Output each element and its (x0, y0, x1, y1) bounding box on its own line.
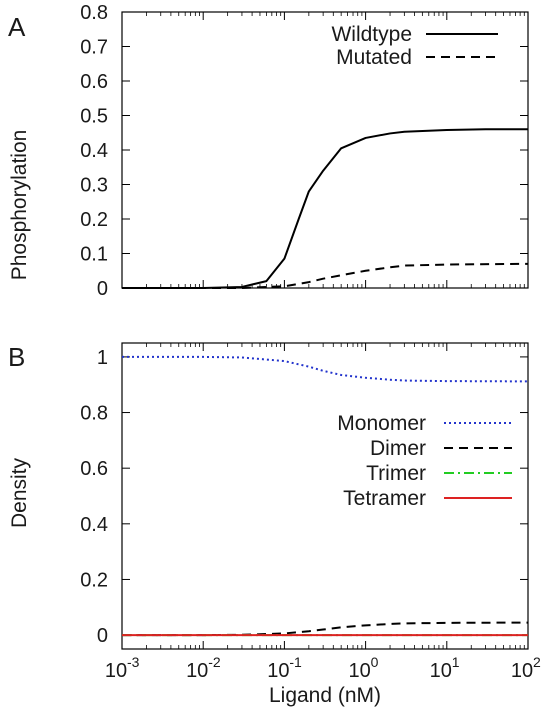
x-tick-exponent: 0 (371, 654, 379, 670)
y-tick-label: 0 (97, 625, 108, 647)
y-tick-label: 1 (97, 347, 108, 369)
y-tick-label: 0.4 (80, 514, 108, 536)
legend-label-dimer: Dimer (370, 437, 426, 460)
y-tick-label: 0.5 (80, 106, 108, 128)
y-tick-label: 0.3 (80, 175, 108, 197)
y-tick-label: 0.7 (80, 37, 108, 59)
x-tick-label: 10 (511, 660, 533, 682)
series-line-mutated (122, 262, 529, 289)
x-tick-exponent: -1 (289, 654, 302, 670)
series-line-wildtype (122, 128, 528, 289)
panel-a-axes: 0 0.1 0.2 0.3 0.4 0.5 0.6 0.7 0.8 (80, 2, 529, 300)
x-tick-exponent: 1 (452, 654, 460, 670)
y-tick-label: 0.6 (80, 458, 108, 480)
x-tick-label: 10 (348, 660, 370, 682)
panel-b-plot-frame (121, 342, 529, 650)
x-tick-label: 10 (267, 660, 289, 682)
y-tick-label: 0.2 (80, 209, 108, 231)
x-tick-label: 10 (186, 660, 208, 682)
y-tick-label: 0.6 (80, 71, 108, 93)
y-tick-label: 0 (97, 278, 108, 300)
x-tick-exponent: -2 (208, 654, 221, 670)
x-tick-label: 10 (105, 660, 127, 682)
y-tick-label: 0.4 (80, 140, 108, 162)
panel-b-xlabel: Ligand (nM) (269, 684, 381, 707)
legend-label-mutated: Mutated (336, 46, 412, 69)
panel-a: A Phosphorylation 0 0.1 0.2 0.3 0.4 0.5 0.6 0.7… (8, 2, 529, 300)
y-tick-label: 0.1 (80, 244, 108, 266)
legend-label-tetramer: Tetramer (343, 487, 426, 510)
y-tick-label: 0.2 (80, 569, 108, 591)
x-tick-label: 10 (430, 660, 452, 682)
panel-b-label: B (8, 342, 25, 372)
y-tick-label: 0.8 (80, 2, 108, 24)
panel-b-series (122, 355, 529, 637)
legend-label-wildtype: Wildtype (331, 23, 412, 46)
panel-b-ylabel: Density (8, 457, 31, 528)
x-tick-exponent: -3 (127, 654, 140, 670)
panel-a-ylabel: Phosphorylation (8, 130, 31, 281)
panel-a-series (122, 128, 529, 289)
series-line-monomer (122, 355, 529, 383)
panel-a-plot-frame (121, 11, 529, 289)
series-line-dimer (122, 621, 529, 637)
y-tick-label: 0.8 (80, 403, 108, 425)
panel-a-label: A (8, 12, 26, 42)
x-tick-exponent: 2 (533, 654, 541, 670)
legend-label-trimer: Trimer (366, 462, 426, 485)
legend-label-monomer: Monomer (337, 412, 426, 435)
